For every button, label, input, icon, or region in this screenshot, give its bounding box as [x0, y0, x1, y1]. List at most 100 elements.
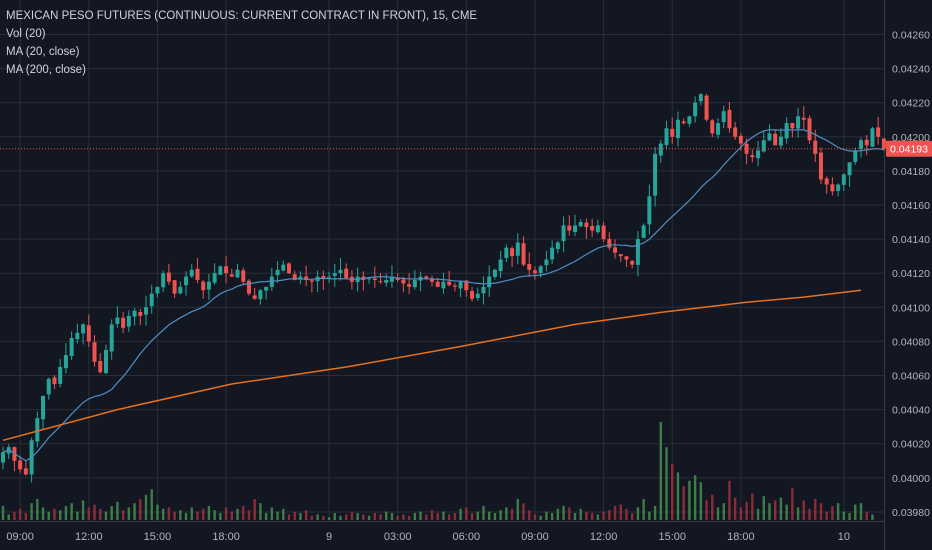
volume-bar: [173, 511, 176, 520]
volume-bar: [253, 499, 256, 520]
candle-body: [275, 269, 280, 276]
candle-body: [693, 102, 698, 117]
candle-body: [166, 272, 171, 282]
candle-body: [98, 360, 103, 373]
volume-bar: [453, 513, 457, 520]
legend-ma20: MA (20, close): [6, 46, 80, 58]
candle-body: [178, 286, 183, 294]
volume-bar: [802, 500, 805, 520]
volume-bar: [819, 503, 823, 520]
volume-bar: [76, 511, 79, 520]
volume-bar: [836, 503, 840, 520]
candle-body: [195, 268, 200, 281]
volume-bar: [64, 506, 68, 520]
volume-bar: [156, 504, 159, 520]
candle-body: [515, 242, 520, 256]
volume-bar: [161, 508, 165, 520]
candle-body: [567, 225, 572, 231]
y-tick-label: 0.04080: [892, 336, 930, 348]
volume-bar: [814, 499, 817, 520]
volume-bar: [831, 506, 834, 520]
candle-body: [830, 184, 835, 192]
candle-body: [778, 136, 783, 146]
candle-body: [235, 269, 240, 278]
candle-body: [681, 121, 686, 124]
volume-bar: [590, 513, 594, 520]
candle-body: [847, 162, 852, 176]
candle-body: [327, 276, 332, 278]
candle-body: [258, 290, 263, 300]
volume-bar: [796, 507, 800, 520]
volume-bar: [356, 513, 359, 520]
volume-bar: [425, 514, 428, 520]
x-tick-label: 10: [838, 531, 850, 543]
volume-bar: [642, 499, 645, 520]
volume-bar: [493, 513, 497, 520]
chart-legend: MEXICAN PESO FUTURES (CONTINUOUS: CURREN…: [6, 7, 477, 79]
y-tick-label: 0.04160: [892, 200, 930, 212]
volume-bar: [825, 511, 828, 520]
volume-bar: [110, 506, 113, 520]
candle-body: [653, 153, 658, 196]
volume-bar: [779, 497, 783, 520]
volume-bar: [791, 487, 794, 520]
candle-body: [550, 247, 555, 260]
volume-bar: [539, 515, 542, 520]
candle-body: [607, 239, 612, 248]
candle-body: [595, 225, 600, 233]
volume-bar: [104, 511, 108, 520]
candle-body: [172, 280, 177, 294]
volume-bar: [333, 513, 336, 520]
volume-bar: [465, 507, 468, 520]
candle-body: [441, 281, 446, 289]
candle-body: [481, 286, 486, 294]
candle-body: [578, 222, 583, 227]
candle-body: [189, 269, 194, 277]
candle-body: [35, 418, 40, 442]
y-tick-label: 0.04220: [892, 98, 930, 110]
volume-bar: [659, 422, 662, 520]
candle-body: [23, 468, 28, 475]
volume-bar: [550, 513, 554, 520]
volume-bar: [682, 486, 685, 520]
candle-body: [658, 143, 663, 156]
volume-bar: [36, 499, 39, 520]
volume-bar: [488, 511, 491, 520]
volume-bar: [379, 514, 382, 520]
candle-body: [264, 286, 269, 291]
candle-body: [452, 285, 457, 287]
candle-body: [218, 266, 223, 275]
x-tick-label: 12:00: [75, 531, 103, 543]
volume-bar: [510, 508, 514, 520]
volume-bar: [402, 514, 405, 520]
candle-body: [41, 395, 46, 420]
volume-bar: [339, 515, 342, 520]
candle-body: [624, 256, 629, 260]
volume-bar: [762, 496, 765, 520]
candle-body: [498, 259, 503, 272]
candle-body: [859, 140, 863, 149]
candle-body: [716, 123, 720, 135]
candle-body: [103, 349, 108, 374]
candle-body: [876, 127, 881, 137]
x-tick-label: 18:00: [727, 531, 755, 543]
volume-bar: [139, 499, 142, 520]
volume-bar: [499, 510, 502, 520]
legend-volume: Vol (20): [6, 28, 46, 40]
candle-body: [332, 273, 337, 276]
volume-bar: [562, 506, 565, 520]
volume-bar: [116, 501, 119, 520]
volume-bar: [367, 515, 371, 520]
volume-bar: [516, 499, 519, 520]
volume-bar: [150, 489, 153, 520]
volume-bar: [533, 514, 537, 520]
candle-body: [58, 366, 63, 384]
volume-bar: [184, 513, 188, 520]
candle-body: [670, 128, 675, 137]
candle-body: [144, 307, 148, 315]
volume-bar: [608, 510, 611, 520]
candle-body: [138, 311, 143, 316]
candle-body: [784, 123, 789, 139]
y-tick-label: 0.04120: [892, 268, 930, 280]
